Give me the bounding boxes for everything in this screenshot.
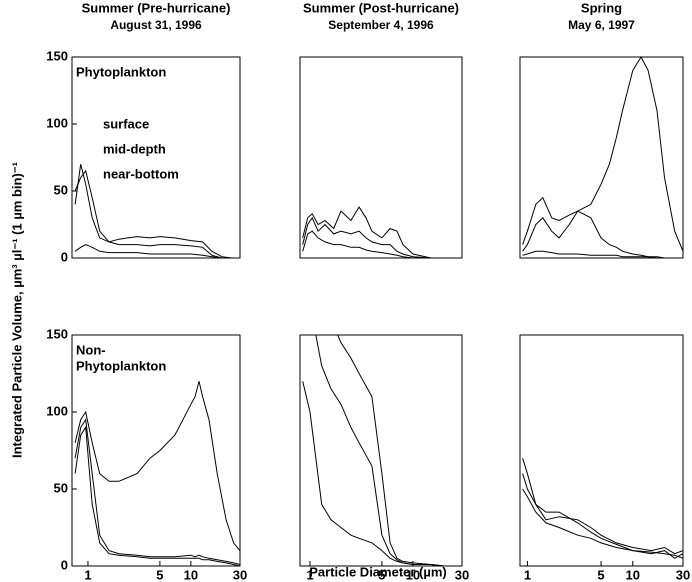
- panel-subtitle: September 4, 1996: [328, 18, 434, 32]
- data-line: [302, 206, 462, 258]
- data-line: [74, 164, 240, 258]
- x-tick-label: 10: [406, 567, 420, 582]
- plot-frame: [71, 334, 241, 567]
- x-tick-label: 30: [455, 567, 469, 582]
- data-line: [74, 381, 240, 551]
- legend-label: surface: [103, 116, 149, 131]
- legend-label: near-bottom: [103, 166, 179, 181]
- data-line: [74, 425, 240, 566]
- data-line: [337, 335, 462, 566]
- data-line: [522, 473, 683, 559]
- y-axis-label: Integrated Particle Volume, µm³ µl⁻¹ (1 …: [9, 162, 24, 458]
- y-tick-label: 100: [46, 115, 68, 130]
- panel-annotation: Phytoplankton: [76, 358, 166, 373]
- y-tick-label: 100: [46, 403, 68, 418]
- x-tick-label: 5: [156, 567, 163, 582]
- x-axis-label: Particle Diameter (µm): [309, 564, 447, 579]
- plot-frame: [71, 56, 241, 259]
- data-line: [522, 458, 683, 555]
- plot-area: [522, 57, 683, 258]
- plot-area: [74, 381, 240, 566]
- x-tick-label: 30: [676, 567, 690, 582]
- panel-title: Summer (Pre-hurricane): [82, 0, 231, 15]
- data-line: [302, 230, 462, 258]
- plot-area: [522, 458, 683, 559]
- data-line: [74, 244, 240, 258]
- x-tick-label: 1: [524, 567, 531, 582]
- y-tick-label: 150: [46, 48, 68, 63]
- panel-title: Spring: [581, 0, 622, 15]
- y-tick-label: 50: [54, 182, 68, 197]
- panel-title: Summer (Post-hurricane): [303, 0, 459, 15]
- panel-subtitle: August 31, 1996: [110, 18, 202, 32]
- data-line: [302, 216, 462, 258]
- panel-subtitle: May 6, 1997: [568, 18, 635, 32]
- data-line: [522, 488, 683, 559]
- y-tick-label: 0: [61, 249, 68, 264]
- panel-annotation: Phytoplankton: [76, 64, 166, 79]
- data-line: [522, 250, 683, 258]
- data-line: [302, 381, 462, 566]
- plot-frame: [519, 334, 684, 567]
- plot-area: [302, 206, 462, 258]
- x-tick-label: 5: [597, 567, 604, 582]
- data-line: [74, 169, 240, 258]
- x-tick-label: 10: [626, 567, 640, 582]
- data-line: [315, 335, 462, 566]
- plot-frame: [299, 56, 463, 259]
- x-tick-label: 1: [84, 567, 91, 582]
- x-tick-label: 30: [233, 567, 247, 582]
- x-tick-label: 5: [378, 567, 385, 582]
- y-tick-label: 50: [54, 480, 68, 495]
- plot-frame: [299, 334, 463, 567]
- data-line: [74, 418, 240, 565]
- panel-annotation: Non-: [76, 342, 106, 357]
- plot-area: [74, 164, 240, 258]
- x-tick-label: 10: [184, 567, 198, 582]
- plot-area: [302, 335, 462, 566]
- y-tick-label: 0: [61, 557, 68, 572]
- x-tick-label: 1: [306, 567, 313, 582]
- plot-frame: [519, 56, 684, 259]
- data-line: [522, 57, 683, 252]
- legend-label: mid-depth: [103, 141, 166, 156]
- data-line: [522, 210, 683, 258]
- y-tick-label: 150: [46, 326, 68, 341]
